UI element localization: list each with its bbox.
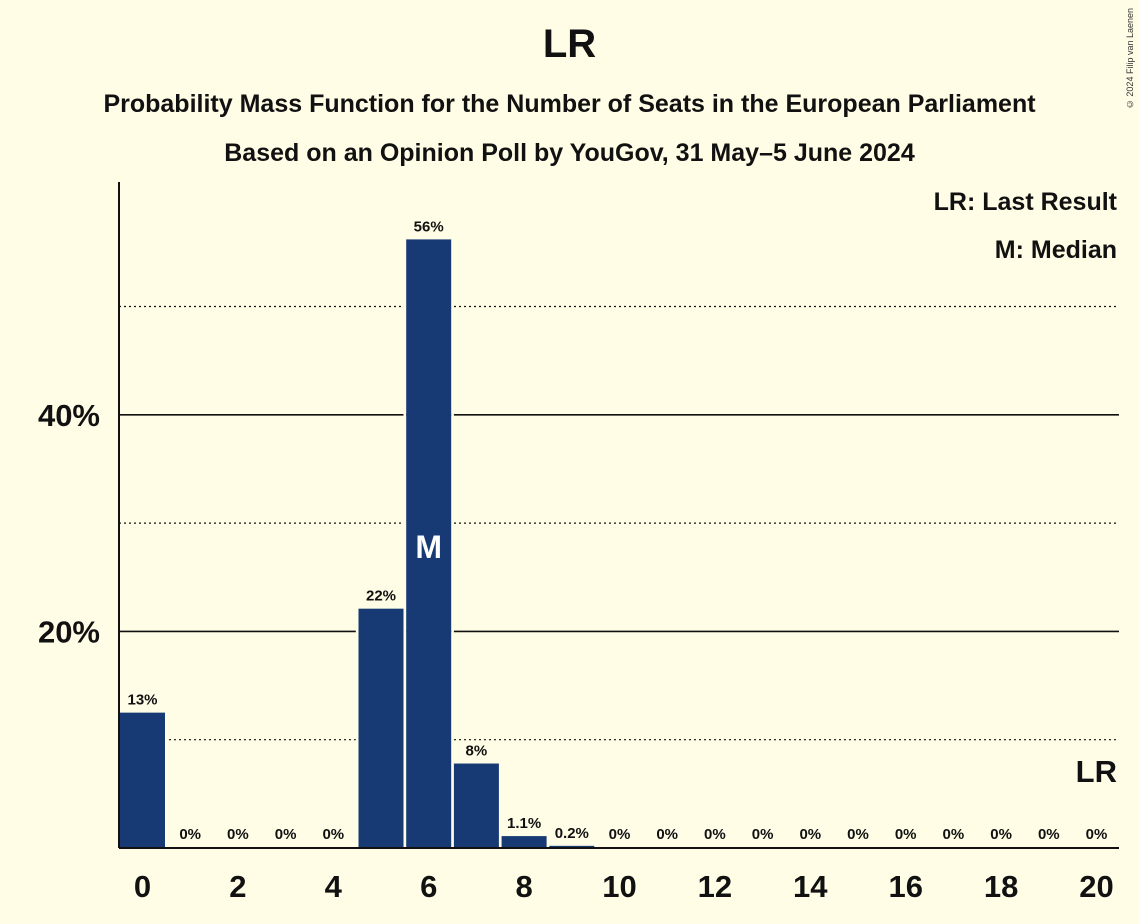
y-tick-label: 40% <box>38 398 100 433</box>
bar-value-label: 56% <box>414 218 444 235</box>
x-tick-label: 16 <box>888 869 922 904</box>
bar-value-labels: 13% 0% 0% 0% 0% 22% 56% 8% 1.1% 0.2% 0% 0% 0% 0% 0% 0% 0… <box>127 218 1117 843</box>
bar-gap <box>403 239 407 848</box>
bar-value-label: 0% <box>752 826 774 843</box>
bar-value-label: 0% <box>275 826 297 843</box>
bar-value-label: 0% <box>179 826 201 843</box>
x-tick-label: 0 <box>134 869 151 904</box>
bar-value-label: 0% <box>1038 826 1060 843</box>
last-result-marker: LR <box>1076 754 1117 789</box>
bar-gap <box>165 712 168 848</box>
legend-last-result: LR: Last Result <box>934 188 1118 216</box>
bar-value-label: 1.1% <box>507 815 541 832</box>
bar-value-label: 0% <box>943 826 965 843</box>
bar-gap <box>355 608 359 848</box>
legend-median: M: Median <box>995 236 1117 264</box>
bar-value-label: 0% <box>227 826 249 843</box>
bar-gap <box>498 836 502 848</box>
median-marker: M <box>415 529 442 565</box>
x-tick-label: 18 <box>984 869 1018 904</box>
x-tick-label: 4 <box>325 869 343 904</box>
bar <box>406 239 452 848</box>
x-tick-label: 8 <box>515 869 532 904</box>
x-tick-label: 10 <box>602 869 636 904</box>
bar-value-label: 8% <box>466 743 488 760</box>
bar-value-label: 0% <box>799 826 821 843</box>
x-tick-label: 12 <box>698 869 732 904</box>
gridlines <box>117 239 1119 848</box>
bar-value-label: 0% <box>656 826 678 843</box>
x-tick-label: 2 <box>229 869 246 904</box>
bar-value-label: 22% <box>366 588 396 605</box>
bar-value-label: 0.2% <box>555 825 589 842</box>
bar-value-label: 0% <box>322 826 344 843</box>
axes: 20% 40% 0 2 4 6 8 10 12 14 16 18 20 <box>38 182 1119 904</box>
x-tick-label: 6 <box>420 869 437 904</box>
bars <box>120 239 595 848</box>
bar-value-label: 0% <box>609 826 631 843</box>
x-tick-label: 14 <box>793 869 828 904</box>
bar <box>453 763 499 848</box>
bar-gap <box>546 845 550 848</box>
bar <box>501 836 547 848</box>
bar-value-label: 0% <box>895 826 917 843</box>
bar <box>549 845 595 848</box>
bar-gap <box>594 845 597 848</box>
bar-gap <box>451 239 454 848</box>
bar-value-label: 0% <box>1086 826 1108 843</box>
y-tick-label: 20% <box>38 614 100 649</box>
legend: LR: Last Result M: Median <box>934 188 1118 264</box>
chart-subtitle-poll: Based on an Opinion Poll by YouGov, 31 M… <box>224 139 915 167</box>
chart-subtitle-pmf: Probability Mass Function for the Number… <box>103 90 1036 118</box>
bar-value-label: 0% <box>990 826 1012 843</box>
chart-title: LR <box>542 22 597 66</box>
bar-value-label: 13% <box>127 692 157 709</box>
bar-gap <box>451 763 454 848</box>
bar-value-label: 0% <box>704 826 726 843</box>
x-tick-label: 20 <box>1079 869 1113 904</box>
bar-gap <box>498 763 502 848</box>
bar-value-label: 0% <box>847 826 869 843</box>
bar-gap <box>546 836 550 848</box>
bar <box>120 712 165 848</box>
bar <box>358 608 404 848</box>
